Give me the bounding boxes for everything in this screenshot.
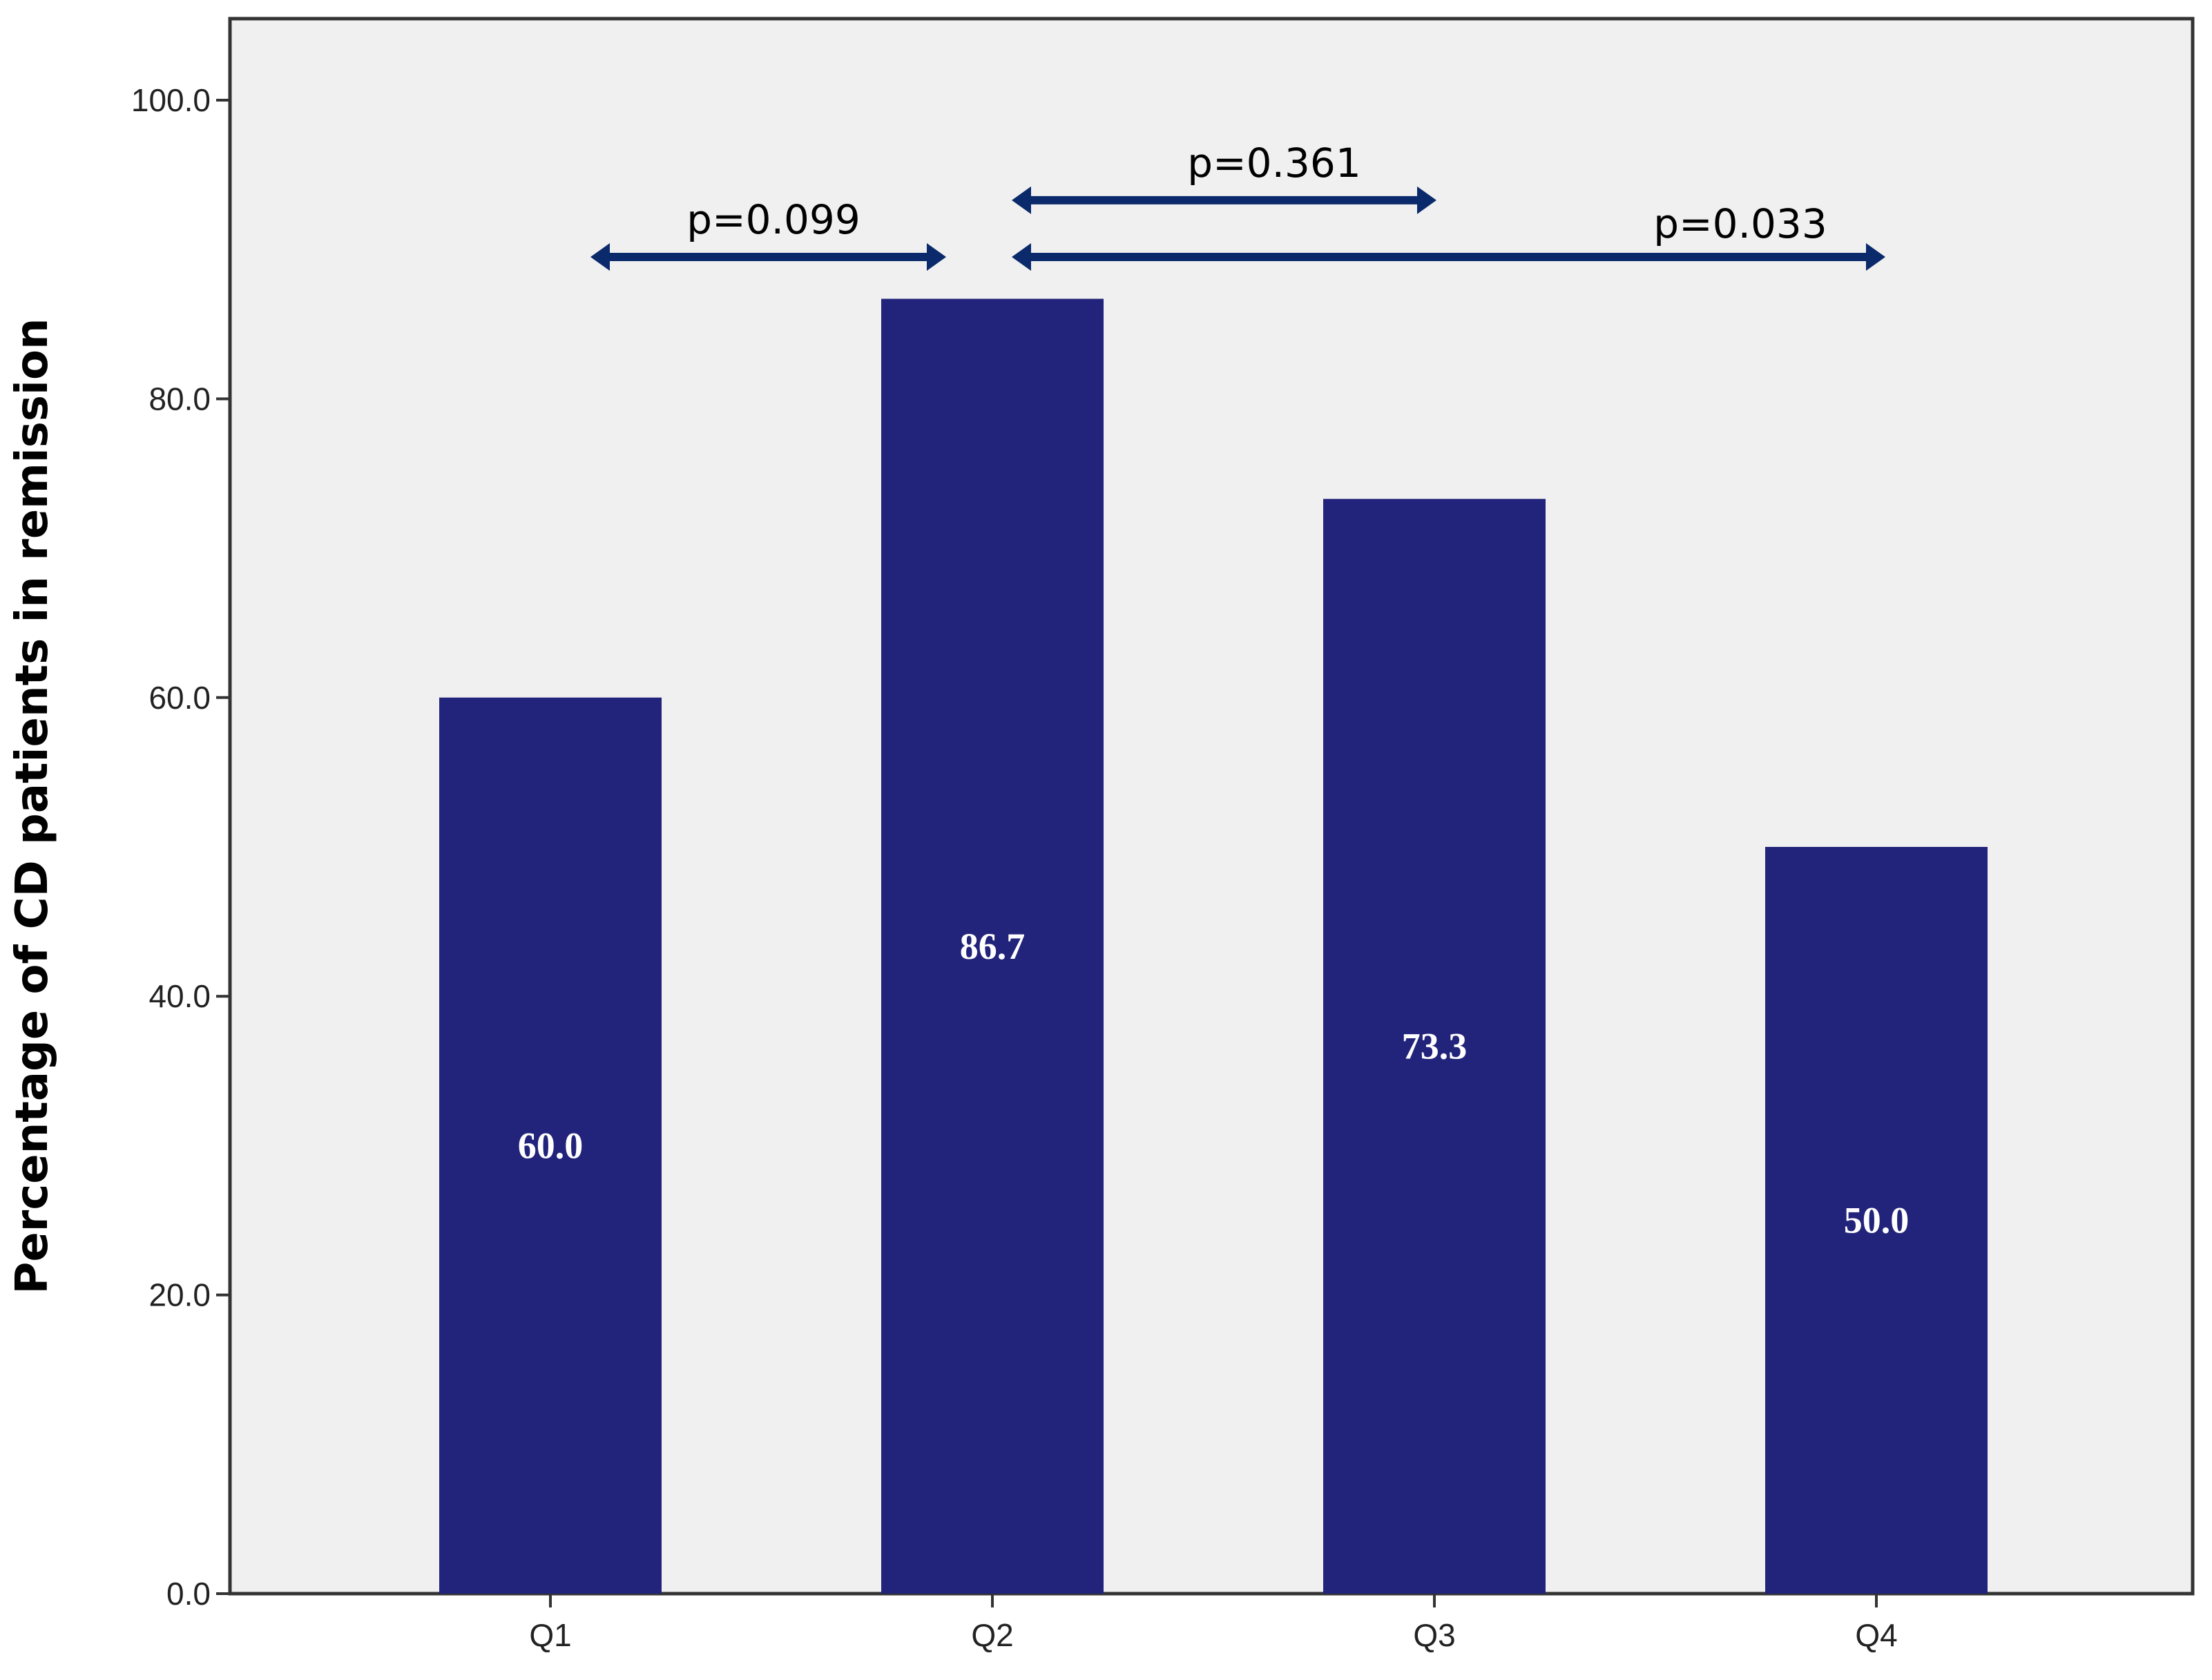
bar [1765, 847, 1988, 1594]
x-tick-label: Q1 [529, 1617, 571, 1653]
bars: 60.0 86.7 73.3 50.0 [439, 298, 1988, 1594]
significance-annotations: p=0.099 p=0.361 p=0.033 [590, 140, 1885, 271]
arrowhead-left [1012, 186, 1031, 214]
p-value-label: p=0.361 [1187, 140, 1360, 187]
arrowhead-right [927, 243, 946, 271]
bar [1323, 499, 1546, 1594]
p-value-label: p=0.033 [1653, 200, 1827, 247]
y-tick-label: 0.0 [166, 1576, 211, 1612]
y-tick-label: 20.0 [148, 1277, 211, 1313]
arrowhead-left [1012, 243, 1031, 271]
bar-value-label: 50.0 [1844, 1200, 1910, 1241]
y-tick-label: 80.0 [148, 381, 211, 417]
y-axis-title: Percentage of CD patients in remission [7, 318, 58, 1294]
x-tick-label: Q2 [971, 1617, 1013, 1653]
bar-value-label: 73.3 [1402, 1026, 1468, 1067]
arrowhead-right [1417, 186, 1436, 214]
bar [439, 697, 662, 1594]
y-tick-label: 100.0 [131, 82, 211, 118]
p-value-label: p=0.099 [686, 196, 860, 243]
bar-value-label: 86.7 [960, 926, 1026, 967]
bar [881, 298, 1104, 1594]
x-axis: Q1 Q2 Q3 Q4 [230, 1592, 2193, 1653]
y-axis: 0.0 20.0 40.0 60.0 80.0 100.0 [131, 19, 232, 1612]
arrowhead-right [1866, 243, 1885, 271]
y-tick-label: 60.0 [148, 680, 211, 716]
x-tick-label: Q3 [1413, 1617, 1455, 1653]
arrowhead-left [590, 243, 610, 271]
x-tick-label: Q4 [1855, 1617, 1897, 1653]
bar-value-label: 60.0 [518, 1125, 584, 1166]
y-tick-label: 40.0 [148, 978, 211, 1014]
